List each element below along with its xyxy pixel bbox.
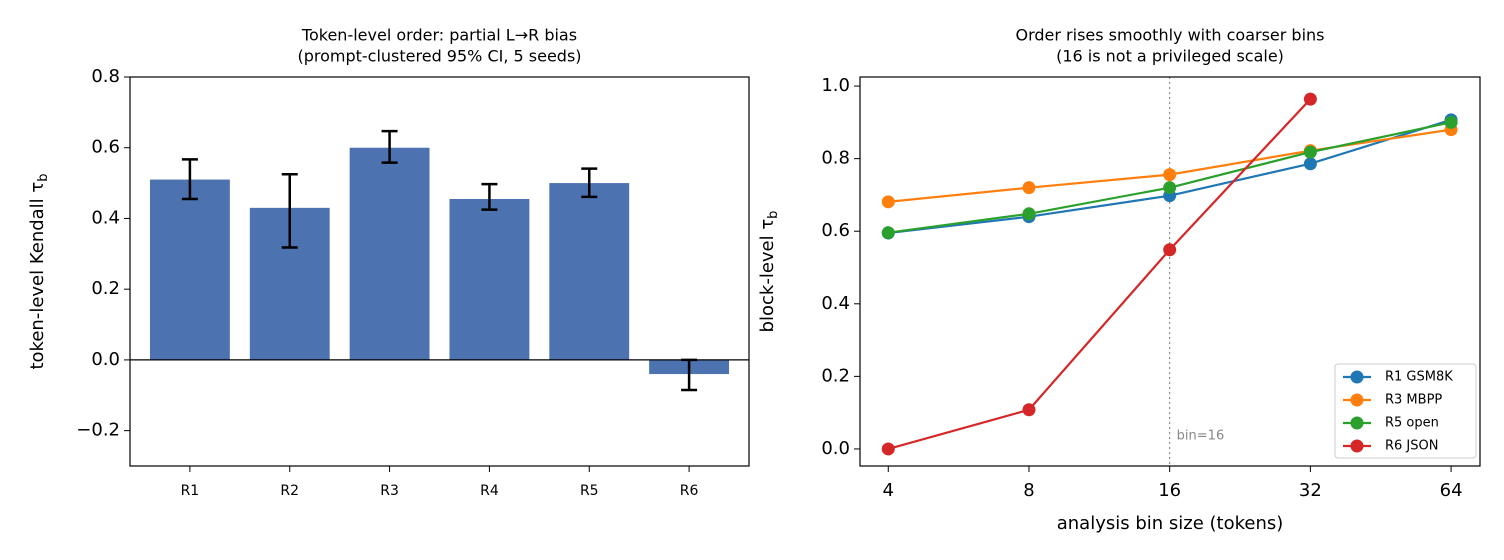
data-point bbox=[1022, 181, 1036, 195]
legend-label: R5 open bbox=[1385, 416, 1439, 431]
x-tick-label: 8 bbox=[1023, 480, 1034, 501]
y-axis-label-sub: b bbox=[766, 211, 781, 219]
y-axis-label-main: block-level τ bbox=[757, 219, 778, 333]
x-tick-label: 16 bbox=[1158, 480, 1181, 501]
plot-frame bbox=[129, 76, 750, 467]
legend-marker bbox=[1350, 416, 1364, 430]
legend-marker bbox=[1350, 439, 1364, 453]
data-point bbox=[881, 442, 895, 456]
legend bbox=[1334, 363, 1477, 459]
y-tick-label: −0.2 bbox=[76, 420, 120, 441]
y-axis-label-sub: b bbox=[36, 173, 51, 181]
y-tick-label: 0.8 bbox=[821, 148, 850, 169]
data-point bbox=[1303, 157, 1317, 171]
data-point bbox=[1303, 92, 1317, 106]
y-tick-label: 0.8 bbox=[91, 66, 120, 87]
y-axis-label: block-level τb bbox=[757, 211, 781, 333]
y-tick-label: 0.0 bbox=[821, 438, 850, 459]
data-point bbox=[1022, 207, 1036, 221]
x-tick-label: 32 bbox=[1299, 480, 1322, 501]
legend-label: R3 MBPP bbox=[1385, 393, 1442, 408]
y-axis-label-main: token-level Kendall τ bbox=[27, 182, 48, 370]
data-point bbox=[1022, 403, 1036, 417]
x-tick-label: 4 bbox=[883, 480, 894, 501]
chart-title: (16 is not a privileged scale) bbox=[1056, 47, 1284, 66]
bar bbox=[349, 147, 430, 360]
bar bbox=[449, 199, 530, 360]
y-tick-label: 0.4 bbox=[91, 207, 120, 228]
y-tick-label: 0.6 bbox=[821, 220, 850, 241]
y-tick-label: 0.0 bbox=[91, 349, 120, 370]
bar bbox=[549, 183, 630, 360]
data-point bbox=[1163, 168, 1177, 182]
y-axis-label: token-level Kendall τb bbox=[27, 173, 51, 369]
x-tick-label: R5 bbox=[580, 483, 599, 499]
legend-marker bbox=[1350, 393, 1364, 407]
x-tick-label: R2 bbox=[280, 483, 299, 499]
plot-frame bbox=[859, 76, 1481, 467]
chart-title: (prompt-clustered 95% CI, 5 seeds) bbox=[297, 47, 581, 66]
y-tick-label: 0.6 bbox=[91, 137, 120, 158]
x-axis-label: analysis bin size (tokens) bbox=[1057, 513, 1284, 534]
data-point bbox=[1163, 243, 1177, 257]
y-tick-label: 0.2 bbox=[821, 365, 850, 386]
x-tick-label: R6 bbox=[680, 483, 699, 499]
y-tick-label: 1.0 bbox=[821, 75, 850, 96]
legend-marker bbox=[1350, 370, 1364, 384]
chart-title: Order rises smoothly with coarser bins bbox=[1015, 26, 1324, 45]
reference-label: bin=16 bbox=[1177, 429, 1225, 444]
x-tick-label: R3 bbox=[380, 483, 399, 499]
data-point bbox=[881, 195, 895, 209]
x-tick-label: 64 bbox=[1440, 480, 1463, 501]
y-tick-label: 0.2 bbox=[91, 278, 120, 299]
series-line bbox=[887, 98, 1312, 451]
bar bbox=[149, 179, 230, 360]
legend-label: R6 JSON bbox=[1385, 439, 1438, 454]
data-point bbox=[1303, 145, 1317, 159]
data-point bbox=[881, 226, 895, 240]
data-point bbox=[1163, 181, 1177, 195]
y-tick-label: 0.4 bbox=[821, 293, 850, 314]
chart-title: Token-level order: partial L→R bias bbox=[301, 26, 577, 45]
x-tick-label: R4 bbox=[480, 483, 499, 499]
data-point bbox=[1444, 115, 1458, 129]
x-tick-label: R1 bbox=[181, 483, 200, 499]
legend-label: R1 GSM8K bbox=[1385, 370, 1453, 385]
